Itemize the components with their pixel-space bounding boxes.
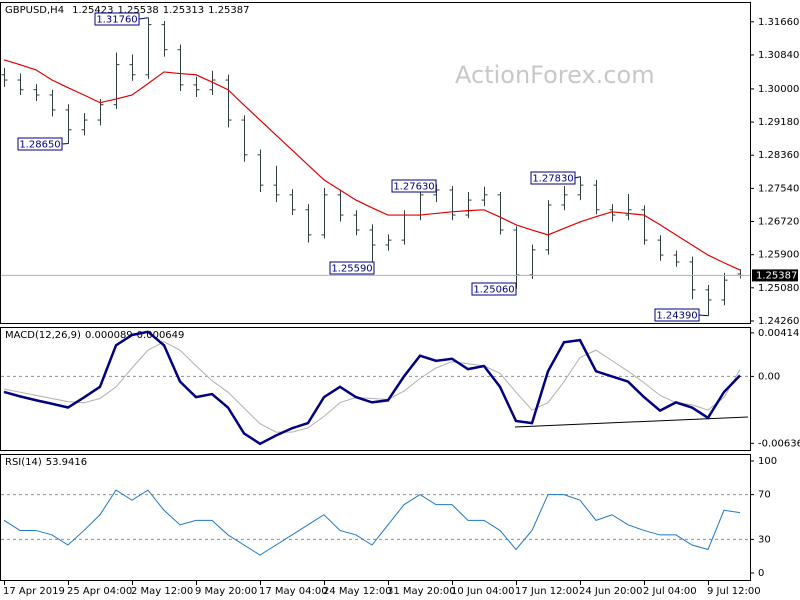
last-high: 1.25538: [117, 5, 158, 16]
y-tick-label: 1.24260: [758, 316, 799, 327]
last-open: 1.25423: [72, 5, 113, 16]
y-tick-label: 1.28360: [758, 150, 799, 161]
annotation-label: 1.24390: [656, 311, 697, 322]
y-tick-label: 1.30000: [758, 84, 799, 95]
x-tick-label: 24 May 12:00: [323, 586, 392, 597]
x-tick-label: 17 May 04:00: [259, 586, 328, 597]
y-tick-label: 100: [758, 456, 777, 467]
macd-header: MACD(12,26,9) 0.000089 0.000649: [5, 330, 184, 341]
price-header: GBPUSD,H4 1.25423 1.25538 1.25313 1.25387: [5, 5, 250, 16]
annotation-connector: [574, 176, 581, 179]
current-price-label: 1.25387: [756, 270, 797, 281]
macd-last: 0.000089: [85, 330, 133, 341]
current-price-box: [752, 269, 798, 282]
annotation-box: [329, 261, 375, 275]
x-tick-label: 9 May 20:00: [195, 586, 257, 597]
annotation-label: 1.25590: [331, 264, 372, 275]
y-tick-label: -0.006365: [758, 438, 800, 449]
annotation-box: [17, 137, 63, 151]
trend-line: [514, 416, 749, 428]
indicator-line: [3, 489, 741, 556]
annotation-box: [530, 171, 576, 185]
x-tick-label: 2 Jul 04:00: [643, 586, 697, 597]
moving-average: [3, 59, 741, 271]
y-tick-label: 0: [758, 568, 764, 579]
y-tick-label: 70: [758, 490, 771, 501]
x-tick-label: 24 Jun 20:00: [579, 586, 643, 597]
last-close: 1.25387: [208, 5, 249, 16]
annotation-box: [471, 282, 517, 296]
macd-panel: [0, 327, 751, 451]
last-low: 1.25313: [163, 5, 204, 16]
watermark: ActionForex.com: [455, 61, 655, 89]
x-tick-label: 9 Jul 12:00: [707, 586, 761, 597]
x-tick-label: 17 Apr 2019: [3, 586, 65, 597]
y-tick-label: 1.25080: [758, 283, 799, 294]
x-tick-label: 25 Apr 04:00: [67, 586, 132, 597]
y-tick-label: 1.25900: [758, 250, 799, 261]
annotation-connector: [698, 314, 709, 317]
rsi-panel: [0, 454, 751, 581]
signal-last: 0.000649: [137, 330, 185, 341]
annotation-label: 1.28650: [19, 140, 60, 151]
annotation-label: 1.27830: [532, 174, 573, 185]
indicator-line: [3, 341, 741, 433]
y-tick-label: 1.29180: [758, 117, 799, 128]
macd-title: MACD(12,26,9): [5, 330, 81, 341]
rsi-title: RSI(14): [5, 457, 42, 468]
y-tick-label: 0.00: [758, 371, 780, 382]
rsi-last: 53.9416: [46, 457, 87, 468]
annotation-box: [654, 308, 700, 322]
y-tick-label: 30: [758, 534, 771, 545]
indicator-line: [3, 330, 741, 446]
y-tick-label: 1.26720: [758, 217, 799, 228]
y-tick-label: 1.31660: [758, 17, 799, 28]
annotation-label: 1.25060: [473, 285, 514, 296]
y-tick-label: 0.004141: [758, 328, 800, 339]
x-tick-label: 31 May 20:00: [387, 586, 456, 597]
rsi-header: RSI(14) 53.9416: [5, 457, 87, 468]
x-tick-label: 2 May 12:00: [131, 586, 193, 597]
annotation-box: [94, 12, 140, 26]
y-tick-label: 1.27540: [758, 183, 799, 194]
annotation-connector: [138, 17, 149, 20]
annotation-label: 1.31760: [96, 15, 137, 26]
price-panel: [0, 2, 751, 324]
annotation-connector: [61, 143, 69, 145]
y-tick-label: 1.30840: [758, 50, 799, 61]
x-tick-label: 10 Jun 04:00: [451, 586, 515, 597]
x-tick-label: 17 Jun 12:00: [515, 586, 579, 597]
annotation-box: [391, 179, 437, 193]
annotation-label: 1.27630: [393, 182, 434, 193]
symbol: GBPUSD,H4: [5, 5, 64, 16]
